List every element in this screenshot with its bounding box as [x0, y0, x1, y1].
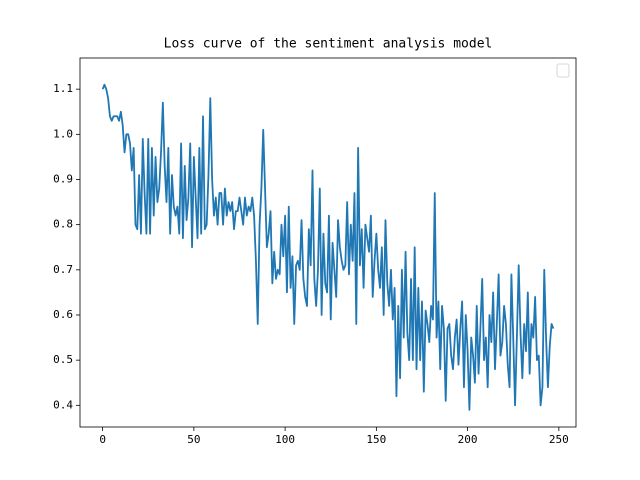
plot-frame [79, 57, 577, 428]
x-tick-label: 100 [275, 433, 295, 446]
x-tick-label: 0 [99, 433, 106, 446]
chart-title: Loss curve of the sentiment analysis mod… [164, 37, 493, 52]
y-tick-label: 0.8 [53, 218, 73, 231]
line [101, 83, 555, 411]
y-tick-label: 1.0 [53, 127, 73, 140]
x-tick-label: 250 [549, 433, 569, 446]
x-tick-label: 200 [458, 433, 478, 446]
y-tick-label: 0.9 [53, 172, 73, 185]
y-tick-label: 1.1 [53, 82, 73, 95]
y-tick-label: 0.6 [53, 308, 73, 321]
y-tick-label: 0.4 [53, 398, 73, 411]
x-tick-label: 150 [366, 433, 386, 446]
y-tick-label: 0.5 [53, 353, 73, 366]
y-tick-label: 0.7 [53, 263, 73, 276]
legend [556, 63, 570, 78]
x-tick-label: 50 [187, 433, 200, 446]
